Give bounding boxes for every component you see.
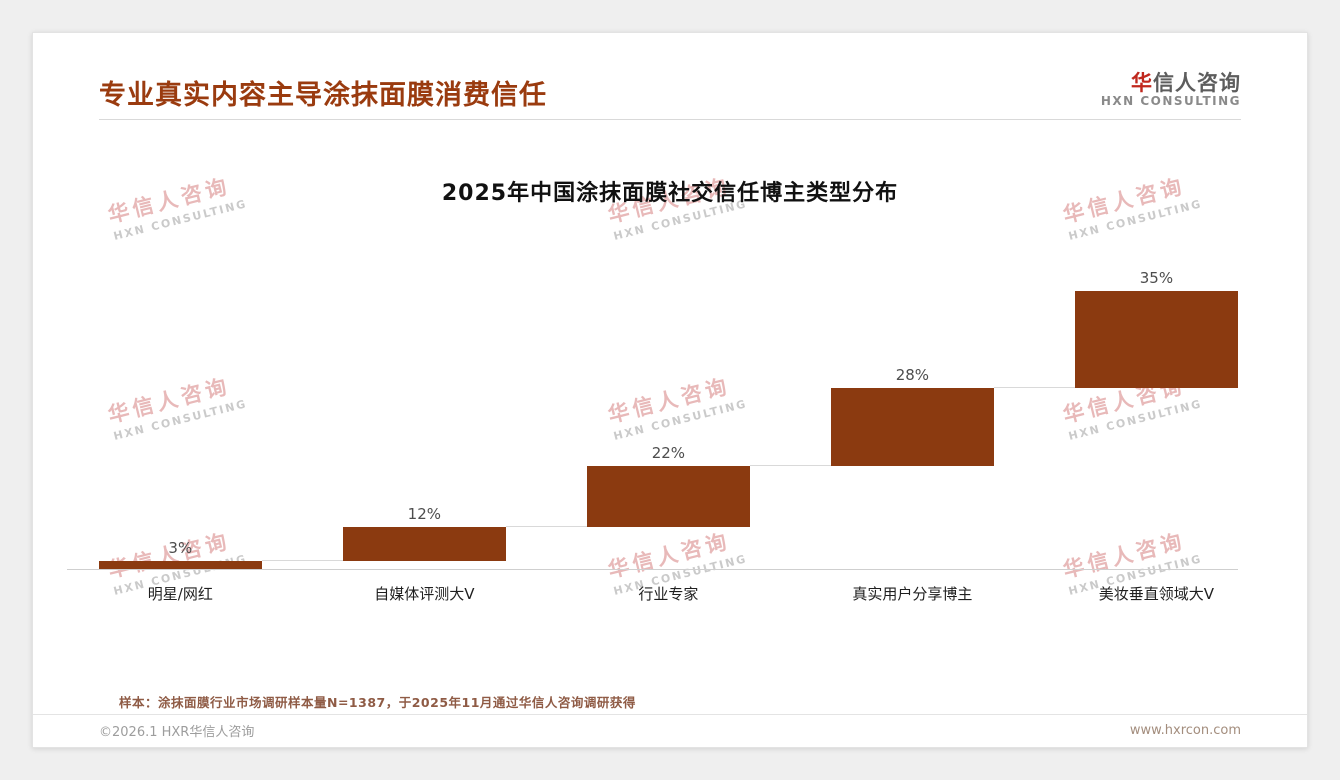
waterfall-chart: 3% 12% 22% 28% 35% [67,269,1238,570]
logo-accent-char: 华 [1131,71,1153,95]
logo-rest-chars: 信人咨询 [1153,71,1241,95]
chart-title: 2025年中国涂抹面膜社交信任博主类型分布 [441,181,899,206]
bar-value-label: 35% [1139,269,1174,287]
waterfall-bar [587,466,750,528]
footer-divider [33,714,1307,715]
bar-value-label: 22% [651,444,686,463]
bar-value-label: 12% [407,505,441,524]
company-logo-chinese: 华信人咨询 [1101,71,1241,95]
page-footer: ©2026.1 HXR华信人咨询 www.hxrcon.com [99,721,1241,740]
waterfall-bar [99,560,262,569]
sample-footnote: 样本：涂抹面膜行业市场调研样本量N=1387，于2025年11月通过华信人咨询调… [119,695,636,710]
category-label: 行业专家 [638,585,699,603]
connector-line [749,465,832,467]
waterfall-bar [343,527,506,561]
copyright-text: ©2026.1 HXR华信人咨询 [99,725,255,740]
report-slide: 华信人咨询 HXN CONSULTING 华信人咨询 HXN CONSULTING 华信… [32,32,1308,748]
title-divider [99,119,1241,120]
slide-content: 专业真实内容主导涂抹面膜消费信任 华信人咨询 HXN CONSULTING 20… [33,33,1307,747]
company-logo: 华信人咨询 HXN CONSULTING [1101,71,1241,109]
waterfall-bar [831,388,994,467]
category-label: 自媒体评测大V [374,585,475,603]
category-label: 明星/网红 [147,585,213,603]
bar-value-label: 3% [168,538,193,557]
category-label: 真实用户分享博主 [852,585,973,603]
connector-line [261,559,344,561]
connector-line [993,387,1076,389]
bar-value-label: 28% [895,366,930,385]
waterfall-bar [1075,291,1238,389]
category-label: 美妆垂直领域大V [1098,585,1215,603]
page-title: 专业真实内容主导涂抹面膜消费信任 [99,80,547,111]
category-axis: 明星/网红 自媒体评测大V 行业专家 真实用户分享博主 美妆垂直领域大V [99,583,1238,609]
website-url: www.hxrcon.com [1129,723,1241,738]
company-logo-english: HXN CONSULTING [1100,94,1241,109]
x-axis-line [67,569,1238,570]
connector-line [505,526,588,528]
